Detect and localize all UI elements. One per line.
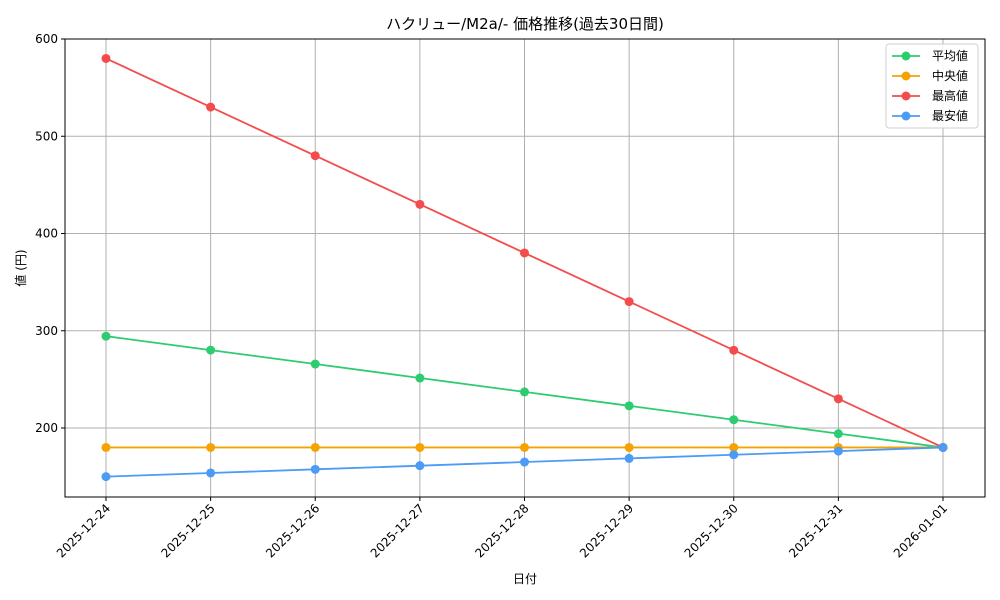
data-point (833, 446, 843, 456)
chart-title: ハクリュー/M2a/- 価格推移(過去30日間) (386, 15, 664, 33)
legend-label: 中央値 (932, 68, 968, 83)
data-point (729, 450, 739, 460)
data-point (938, 442, 948, 452)
x-tick-label: 2025-12-26 (263, 501, 322, 560)
x-tick-label: 2026-01-01 (891, 501, 950, 560)
data-point (101, 53, 111, 63)
data-point (415, 199, 425, 209)
legend-item: 平均値 (892, 48, 968, 63)
data-point (520, 457, 529, 467)
data-point (310, 464, 320, 474)
legend-item: 最安値 (892, 108, 968, 123)
legend-item: 最高値 (892, 88, 968, 103)
data-point (520, 248, 529, 258)
data-point (833, 429, 843, 439)
x-tick-label: 2025-12-30 (682, 501, 741, 560)
y-tick-label: 200 (35, 421, 58, 435)
data-point (729, 442, 739, 452)
legend-marker-icon (901, 71, 911, 81)
data-point (101, 331, 111, 341)
data-point (624, 453, 634, 463)
legend-label: 平均値 (932, 48, 968, 63)
x-tick-label: 2025-12-25 (159, 501, 218, 560)
x-axis-label: 日付 (513, 572, 537, 586)
x-tick-label: 2025-12-31 (786, 501, 845, 560)
legend-marker-icon (901, 91, 911, 101)
data-point (833, 394, 843, 404)
plot-area: 200 300 400 500 600 2025-12-24 2025-12-25 2025-… (35, 32, 986, 560)
data-point (310, 442, 320, 452)
legend-marker-icon (901, 111, 911, 121)
y-tick-label: 500 (35, 129, 58, 143)
legend-label: 最高値 (932, 88, 968, 103)
data-point (310, 359, 320, 369)
data-point (624, 297, 634, 307)
data-point (206, 468, 216, 478)
x-tick-label: 2025-12-24 (54, 501, 113, 560)
data-point (206, 102, 216, 112)
data-point (101, 472, 111, 482)
legend-marker-icon (901, 51, 911, 61)
data-point (415, 442, 425, 452)
data-point (624, 401, 634, 411)
data-point (415, 373, 425, 383)
data-point (729, 345, 739, 355)
legend-box (885, 43, 979, 129)
y-tick-label: 600 (35, 32, 58, 46)
data-point (520, 442, 529, 452)
data-point (101, 442, 111, 452)
x-tick-label: 2025-12-28 (472, 501, 531, 560)
y-tick-label: 400 (35, 227, 58, 241)
data-point (415, 461, 425, 471)
y-tick-label: 300 (35, 324, 58, 338)
data-point (206, 345, 216, 355)
data-point (520, 387, 529, 397)
data-point (624, 442, 634, 452)
x-tick-label: 2025-12-29 (577, 501, 636, 560)
legend-label: 最安値 (932, 108, 968, 123)
x-tick-label: 2025-12-27 (368, 501, 427, 560)
data-point (206, 442, 216, 452)
y-axis-label: 値 (円) (13, 249, 28, 286)
data-point (729, 415, 739, 425)
data-point (310, 151, 320, 161)
legend-item: 中央値 (892, 68, 968, 83)
